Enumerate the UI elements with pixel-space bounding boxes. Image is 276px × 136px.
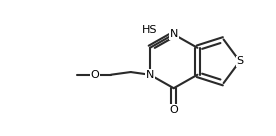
Text: O: O <box>91 70 99 80</box>
Text: N: N <box>169 29 178 39</box>
Text: S: S <box>236 56 243 66</box>
Text: O: O <box>169 105 178 115</box>
Text: HS: HS <box>142 25 158 35</box>
Text: N: N <box>146 70 154 80</box>
